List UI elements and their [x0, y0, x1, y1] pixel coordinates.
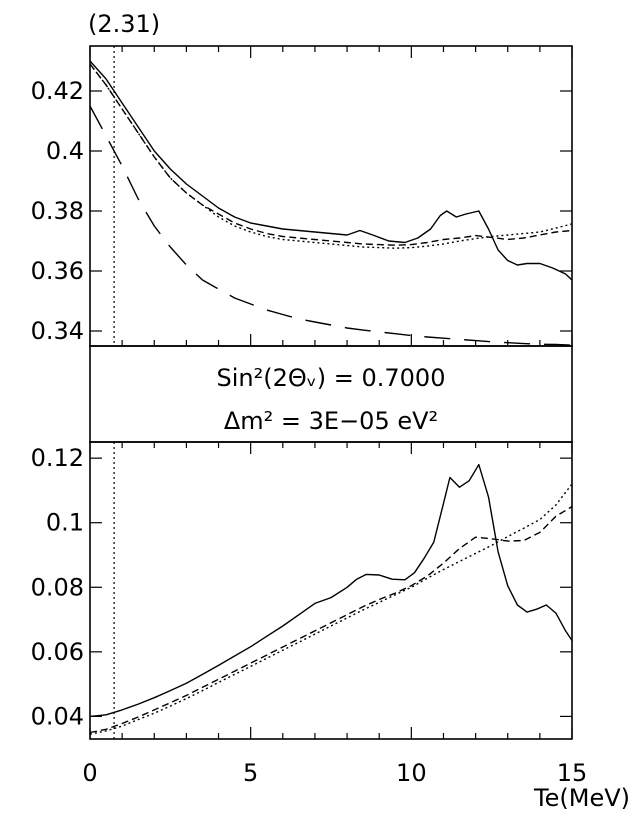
top-dotted-curve: [89, 63, 573, 249]
bottom-dashed-curve: [89, 506, 573, 734]
x-tick-label: 15: [557, 759, 588, 787]
top-ytick-label: 0.34: [31, 317, 84, 345]
x-tick-label: 0: [82, 759, 97, 787]
bottom-dotted-curve: [89, 483, 573, 735]
top-solid-curve: [89, 60, 573, 281]
top-longdash-curve: [89, 105, 573, 346]
top-ytick-label: 0.38: [31, 197, 84, 225]
bottom-ytick-label: 0.08: [31, 573, 84, 601]
bottom-plot-curves: [89, 442, 573, 739]
x-tick-label: 5: [243, 759, 258, 787]
bottom-solid-curve: [89, 463, 573, 718]
x-tick-label: 10: [396, 759, 427, 787]
mass-difference-label: Δm² = 3E−05 eV²: [224, 407, 438, 435]
bottom-plot-ticks: 0.04 0.06 0.08 0.1 0.12: [31, 442, 573, 739]
top-plot-curves: [89, 46, 573, 346]
x-axis-labels: 0 5 10 15: [82, 759, 587, 787]
x-axis-title: Te(MeV): [533, 784, 630, 812]
top-plot-ticks: 0.34 0.36 0.38 0.4 0.42: [31, 46, 573, 346]
bottom-ytick-label: 0.06: [31, 638, 84, 666]
bottom-ytick-label: 0.04: [31, 702, 84, 730]
top-ytick-label: 0.4: [46, 137, 84, 165]
top-ytick-label: 0.42: [31, 77, 84, 105]
top-plot-frame: [89, 45, 573, 347]
top-ytick-label: 0.36: [31, 257, 84, 285]
figure-label: (2.31): [88, 10, 160, 38]
bottom-ytick-label: 0.1: [46, 509, 84, 537]
mixing-angle-label: Sin²(2Θᵥ) = 0.7000: [217, 364, 446, 392]
bottom-ytick-label: 0.12: [31, 444, 84, 472]
top-dashed-curve: [89, 63, 573, 246]
bottom-plot-frame: [89, 441, 573, 740]
